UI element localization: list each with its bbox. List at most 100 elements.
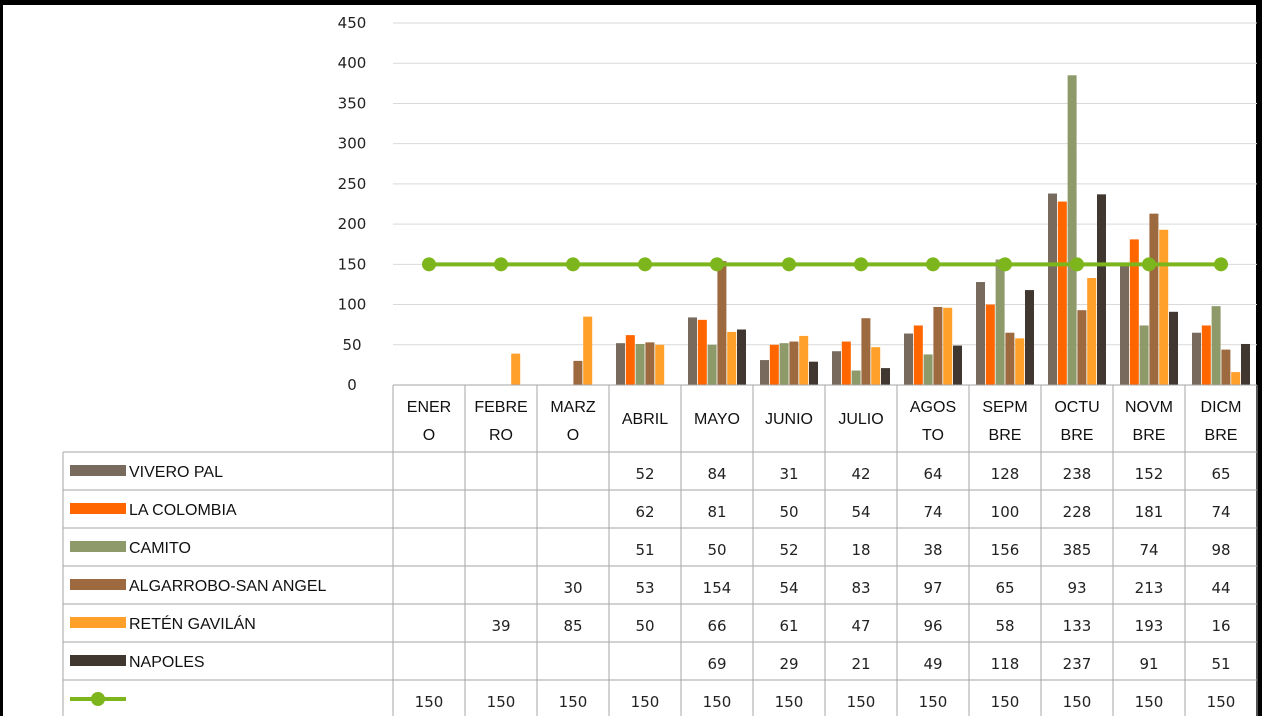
y-tick-label: 350 bbox=[338, 94, 367, 112]
data-cell: 150 bbox=[919, 693, 948, 711]
y-tick-label: 250 bbox=[338, 175, 367, 193]
data-cell: 81 bbox=[707, 503, 726, 521]
bar bbox=[697, 319, 707, 385]
bar bbox=[717, 261, 727, 385]
data-cell: 74 bbox=[1211, 503, 1230, 521]
bar bbox=[1231, 372, 1241, 385]
data-cell: 66 bbox=[707, 617, 726, 635]
bar bbox=[832, 351, 841, 385]
data-cell: 51 bbox=[635, 541, 654, 559]
line-marker bbox=[566, 257, 580, 272]
bar bbox=[1169, 311, 1178, 385]
series-label: RETÉN GAVILÁN bbox=[129, 614, 256, 633]
category-label: ABRIL bbox=[622, 411, 668, 428]
data-cell: 30 bbox=[563, 579, 582, 597]
data-cell: 61 bbox=[779, 617, 798, 635]
category-label: O bbox=[423, 427, 435, 444]
data-cell: 100 bbox=[991, 503, 1020, 521]
data-cell: 42 bbox=[851, 465, 870, 483]
data-cell: 91 bbox=[1139, 655, 1158, 673]
bar bbox=[913, 325, 923, 385]
category-label: ENER bbox=[407, 399, 451, 416]
data-cell: 65 bbox=[995, 579, 1014, 597]
bar bbox=[645, 342, 655, 385]
category-label: TO bbox=[922, 427, 944, 444]
data-cell: 150 bbox=[1135, 693, 1164, 711]
bar bbox=[923, 354, 933, 385]
data-cell: 52 bbox=[635, 465, 654, 483]
data-cell: 150 bbox=[631, 693, 660, 711]
y-tick-label: 200 bbox=[338, 215, 367, 233]
category-label: BRE bbox=[1061, 427, 1094, 444]
data-cell: 150 bbox=[703, 693, 732, 711]
bar bbox=[1120, 262, 1129, 385]
bar bbox=[904, 333, 913, 385]
bar bbox=[1211, 306, 1221, 385]
data-cell: 21 bbox=[851, 655, 870, 673]
y-tick-label: 300 bbox=[338, 135, 367, 153]
data-cell: 50 bbox=[635, 617, 654, 635]
bar bbox=[1057, 201, 1067, 385]
bar bbox=[799, 335, 809, 385]
category-label: SEPM bbox=[982, 399, 1027, 416]
bar bbox=[1241, 343, 1250, 385]
data-table: ENER O FEBRE RO MARZ O ABRIL MAYO JUNIO JULIO AGOS… bbox=[62, 384, 1258, 716]
bar bbox=[953, 345, 962, 385]
line-marker bbox=[710, 257, 724, 272]
bar bbox=[616, 343, 625, 385]
bar bbox=[1005, 332, 1015, 385]
series-label: NAPOLES bbox=[129, 654, 205, 671]
data-cell: 54 bbox=[779, 579, 798, 597]
bar bbox=[583, 316, 593, 385]
data-cell: 150 bbox=[487, 693, 516, 711]
data-cell: 150 bbox=[1207, 693, 1236, 711]
legend-swatch bbox=[70, 655, 126, 666]
bar bbox=[737, 329, 746, 385]
bar bbox=[688, 317, 697, 385]
data-cell: 83 bbox=[851, 579, 870, 597]
legend-swatch bbox=[70, 465, 126, 476]
data-cell: 150 bbox=[775, 693, 804, 711]
category-label: JULIO bbox=[838, 411, 883, 428]
data-cell: 50 bbox=[707, 541, 726, 559]
data-cell: 150 bbox=[991, 693, 1020, 711]
data-cell: 154 bbox=[703, 579, 732, 597]
bar bbox=[933, 306, 943, 385]
bar bbox=[995, 259, 1005, 385]
bar bbox=[881, 368, 890, 385]
bar bbox=[1025, 290, 1034, 385]
line-marker bbox=[422, 257, 436, 272]
data-cell: 213 bbox=[1135, 579, 1164, 597]
data-cell: 62 bbox=[635, 503, 654, 521]
data-cell: 51 bbox=[1211, 655, 1230, 673]
line-marker bbox=[854, 257, 868, 272]
data-cell: 385 bbox=[1063, 541, 1092, 559]
data-cell: 74 bbox=[1139, 541, 1158, 559]
bar bbox=[1139, 325, 1149, 385]
bar bbox=[1159, 229, 1169, 385]
bar bbox=[511, 353, 521, 385]
bar bbox=[851, 370, 861, 385]
data-cell: 133 bbox=[1063, 617, 1092, 635]
series-label: LA COLOMBIA bbox=[129, 502, 237, 519]
data-cell: 65 bbox=[1211, 465, 1230, 483]
bar bbox=[635, 343, 645, 385]
bar bbox=[1149, 213, 1159, 385]
data-cell: 181 bbox=[1135, 503, 1164, 521]
y-tick-label: 0 bbox=[347, 376, 357, 394]
category-label: NOVM bbox=[1125, 399, 1173, 416]
bar bbox=[727, 331, 737, 385]
y-tick-label: 50 bbox=[342, 336, 361, 354]
bar bbox=[871, 347, 881, 385]
data-cell: 31 bbox=[779, 465, 798, 483]
data-cell: 96 bbox=[923, 617, 942, 635]
data-cell: 53 bbox=[635, 579, 654, 597]
series-label: VIVERO PAL bbox=[129, 464, 223, 481]
data-cell: 150 bbox=[847, 693, 876, 711]
data-cell: 29 bbox=[779, 655, 798, 673]
category-label: O bbox=[567, 427, 579, 444]
data-cell: 49 bbox=[923, 655, 942, 673]
line-marker bbox=[998, 257, 1012, 272]
data-cell: 228 bbox=[1063, 503, 1092, 521]
